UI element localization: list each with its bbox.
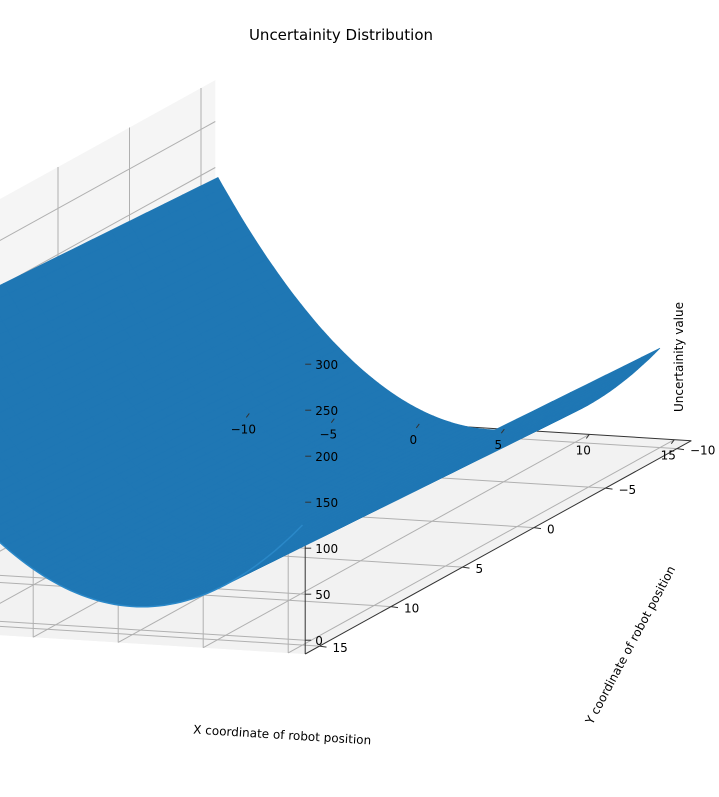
x-axis-label: X coordinate of robot position (193, 723, 372, 748)
z-tick-label: 250 (315, 404, 338, 418)
z-tick-label: 100 (315, 542, 338, 556)
surface-patch (0, 467, 15, 482)
surface-plot (0, 177, 661, 608)
z-axis-label: Uncertainity value (672, 302, 686, 412)
tick-mark (415, 423, 420, 429)
tick-mark (330, 418, 335, 423)
surface-patch (0, 406, 17, 424)
chart-title: Uncertainity Distribution (249, 26, 433, 44)
y-tick-label: 10 (404, 602, 419, 616)
tick-mark (670, 439, 675, 444)
x-tick-label: 0 (409, 433, 417, 447)
x-tick-label: 10 (576, 443, 591, 457)
surface-patch (0, 356, 7, 370)
y-tick-label: −10 (690, 444, 715, 458)
y-tick-label: 15 (333, 641, 348, 655)
surface-back-edge (0, 524, 304, 608)
z-tick-label: 150 (315, 496, 338, 510)
x-tick-label: 5 (494, 438, 502, 452)
grid-z-back (0, 620, 306, 641)
surface-patch (0, 526, 18, 541)
surface-patch (0, 320, 9, 335)
z-tick-label: 300 (315, 358, 338, 372)
surface-patch (0, 425, 5, 434)
surface-patch (0, 489, 8, 500)
y-tick-label: 0 (547, 523, 555, 537)
tick-mark (533, 527, 542, 530)
z-tick-label: 0 (315, 634, 323, 648)
surface-patch (0, 438, 16, 454)
tick-mark (462, 566, 470, 569)
surface-patch (0, 430, 10, 444)
y-axis-line (304, 440, 692, 655)
x-tick-label: −10 (231, 422, 256, 436)
surface-patch (0, 487, 2, 491)
tick-mark (585, 434, 590, 439)
grid-z-left (0, 121, 216, 242)
surface-patch (0, 515, 6, 525)
tick-mark (319, 645, 327, 648)
surface-patch (0, 292, 16, 311)
surface-patch (0, 391, 6, 403)
tick-mark (500, 428, 505, 434)
x-tick-label: −5 (319, 428, 337, 442)
x-tick-label: 15 (661, 449, 676, 463)
surface-patch (0, 283, 10, 299)
tick-mark (390, 606, 399, 609)
y-tick-label: −5 (619, 483, 637, 497)
surface-patch (0, 330, 14, 347)
surface-patch (0, 355, 2, 358)
surface-patch (0, 398, 12, 413)
z-tick-label: 200 (315, 450, 338, 464)
surface-patch (0, 460, 9, 473)
grid-x-floor (202, 433, 590, 649)
surface-patch (0, 365, 13, 381)
surface-patch (0, 457, 3, 463)
tick-mark (605, 487, 613, 490)
z-tick-label: 50 (315, 588, 330, 602)
grid-y-floor (0, 625, 320, 647)
tick-mark (245, 413, 250, 418)
surface-patch (0, 521, 12, 533)
y-tick-label: 5 (476, 562, 484, 576)
surface-patch (0, 495, 13, 509)
surface-patch (0, 316, 3, 323)
surface-patch (636, 347, 661, 363)
y-axis-label: Y coordinate of robot position (582, 564, 678, 728)
grid-x-floor (287, 439, 675, 654)
tick-mark (676, 448, 685, 451)
